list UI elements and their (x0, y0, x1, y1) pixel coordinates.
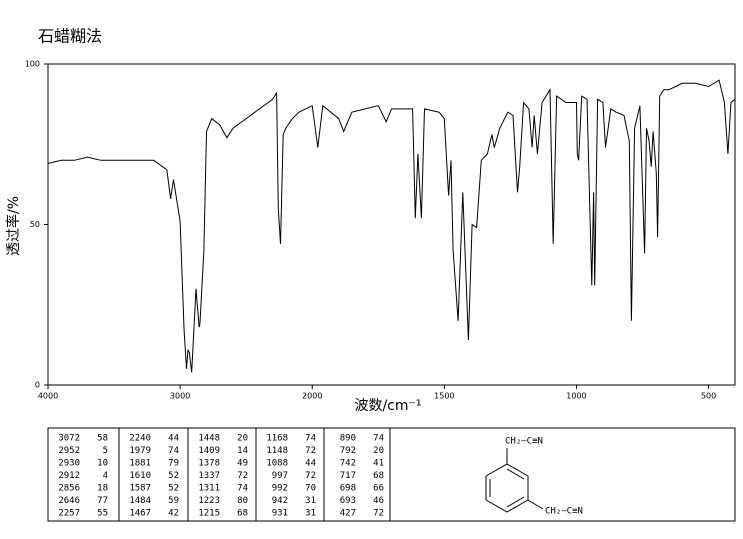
peak-transmittance: 77 (97, 496, 108, 506)
plot-frame (47, 63, 736, 386)
peak-wavenumber: 1088 (266, 459, 288, 469)
substituent-label: CH₂—C≡N (545, 507, 583, 517)
peak-wavenumber: 931 (272, 509, 288, 519)
y-tick-label: 50 (30, 220, 40, 229)
peak-transmittance: 52 (168, 471, 179, 481)
peak-wavenumber: 2257 (58, 509, 80, 519)
peak-transmittance: 74 (305, 434, 316, 444)
peak-transmittance: 80 (237, 496, 248, 506)
peak-wavenumber: 1448 (198, 434, 220, 444)
peak-wavenumber: 997 (272, 471, 288, 481)
peak-wavenumber: 2952 (58, 446, 80, 456)
peak-wavenumber: 1484 (129, 496, 151, 506)
x-axis-label: 波数/cm⁻¹ (354, 398, 421, 414)
peak-transmittance: 58 (97, 434, 108, 444)
peak-wavenumber: 2240 (129, 434, 151, 444)
y-tick-label: 100 (25, 60, 40, 69)
peak-wavenumber: 717 (340, 471, 356, 481)
peak-transmittance: 18 (97, 484, 108, 494)
peak-transmittance: 72 (237, 471, 248, 481)
peak-wavenumber: 742 (340, 459, 356, 469)
peak-transmittance: 72 (305, 446, 316, 456)
peak-transmittance: 31 (305, 509, 316, 519)
peak-wavenumber: 1409 (198, 446, 220, 456)
peak-wavenumber: 1311 (198, 484, 220, 494)
peak-transmittance: 74 (168, 446, 179, 456)
peak-transmittance: 41 (373, 459, 384, 469)
peak-wavenumber: 992 (272, 484, 288, 494)
peak-transmittance: 5 (103, 446, 108, 456)
x-tick-label: 1000 (566, 392, 586, 401)
peak-transmittance: 74 (373, 434, 384, 444)
peak-wavenumber: 2856 (58, 484, 80, 494)
peak-wavenumber: 1881 (129, 459, 151, 469)
peak-transmittance: 79 (168, 459, 179, 469)
peak-transmittance: 59 (168, 496, 179, 506)
peak-transmittance: 44 (168, 434, 179, 444)
y-axis-label: 透过率/% (5, 196, 22, 256)
peak-transmittance: 20 (237, 434, 248, 444)
peak-transmittance: 46 (373, 496, 384, 506)
peak-transmittance: 20 (373, 446, 384, 456)
x-tick-label: 1500 (434, 392, 454, 401)
peak-transmittance: 31 (305, 496, 316, 506)
table-frame (47, 427, 736, 522)
peak-wavenumber: 890 (340, 434, 356, 444)
peak-transmittance: 42 (168, 509, 179, 519)
peak-wavenumber: 1610 (129, 471, 151, 481)
peak-wavenumber: 693 (340, 496, 356, 506)
x-tick-label: 500 (701, 392, 716, 401)
peak-wavenumber: 3072 (58, 434, 80, 444)
peak-transmittance: 70 (305, 484, 316, 494)
peak-wavenumber: 1378 (198, 459, 220, 469)
peak-wavenumber: 698 (340, 484, 356, 494)
peak-transmittance: 49 (237, 459, 248, 469)
peak-wavenumber: 1337 (198, 471, 220, 481)
peak-wavenumber: 1467 (129, 509, 151, 519)
peak-transmittance: 10 (97, 459, 108, 469)
substituent-label: CH₂—C≡N (505, 437, 543, 447)
spectrum-line (47, 79, 736, 373)
peak-wavenumber: 2912 (58, 471, 80, 481)
peak-transmittance: 4 (103, 471, 108, 481)
peak-wavenumber: 427 (340, 509, 356, 519)
x-tick-label: 2000 (302, 392, 322, 401)
peak-transmittance: 55 (97, 509, 108, 519)
x-tick-label: 4000 (38, 392, 58, 401)
peak-wavenumber: 942 (272, 496, 288, 506)
x-tick-label: 3000 (170, 392, 190, 401)
peak-wavenumber: 1168 (266, 434, 288, 444)
peak-transmittance: 68 (373, 471, 384, 481)
peak-wavenumber: 2646 (58, 496, 80, 506)
peak-transmittance: 68 (237, 509, 248, 519)
peak-wavenumber: 2930 (58, 459, 80, 469)
peak-transmittance: 72 (305, 471, 316, 481)
peak-wavenumber: 1587 (129, 484, 151, 494)
peak-transmittance: 14 (237, 446, 248, 456)
peak-wavenumber: 1223 (198, 496, 220, 506)
peak-wavenumber: 1215 (198, 509, 220, 519)
peak-transmittance: 66 (373, 484, 384, 494)
y-tick-label: 0 (35, 381, 40, 390)
chart-title: 石蜡糊法 (38, 27, 102, 46)
peak-transmittance: 72 (373, 509, 384, 519)
benzene-ring (485, 448, 544, 513)
peak-transmittance: 52 (168, 484, 179, 494)
peak-wavenumber: 1979 (129, 446, 151, 456)
peak-wavenumber: 1148 (266, 446, 288, 456)
peak-transmittance: 44 (305, 459, 316, 469)
peak-wavenumber: 792 (340, 446, 356, 456)
peak-transmittance: 74 (237, 484, 248, 494)
